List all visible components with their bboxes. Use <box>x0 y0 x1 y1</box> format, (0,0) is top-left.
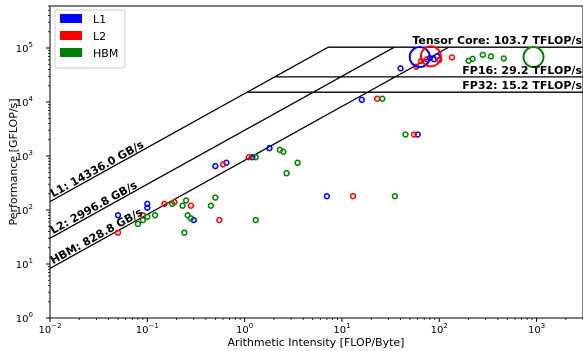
x-tick-label-2: 100 <box>236 322 253 336</box>
y-tick-label-0: 100 <box>16 311 33 325</box>
compute-roof-label-2: FP32: 15.2 TFLOP/s <box>462 79 582 92</box>
l2-point-2 <box>161 200 168 208</box>
data-point-layer <box>114 45 545 236</box>
hbm-point-20 <box>402 131 409 138</box>
y-tick-label-1: 101 <box>16 257 33 271</box>
l1-point-4 <box>212 162 219 170</box>
legend-swatch-l2 <box>60 31 82 40</box>
l1-point-0 <box>114 212 122 219</box>
hbm-point-2 <box>144 213 151 220</box>
hbm-point-3 <box>151 212 159 219</box>
bandwidth-roof-label-2: HBM: 828.8 GB/s <box>48 205 145 267</box>
hbm-point-12 <box>252 216 259 224</box>
l1-point-9 <box>358 96 366 103</box>
l1-point-7 <box>266 144 273 152</box>
legend-label-hbm: HBM <box>93 47 118 60</box>
hbm-point-1 <box>139 216 147 224</box>
compute-roof-label-0: Tensor Core: 103.7 TFLOP/s <box>412 34 582 47</box>
hbm-point-19 <box>391 193 399 200</box>
hbm-point-13 <box>252 154 259 161</box>
x-tick-label-1: 10−1 <box>136 322 159 336</box>
l1-point-1 <box>144 204 151 211</box>
hbm-point-15 <box>280 148 287 155</box>
hbm-highlight-point-0 <box>522 46 545 69</box>
hbm-point-17 <box>294 159 301 166</box>
hbm-point-0 <box>134 220 142 228</box>
l2-point-10 <box>410 131 418 138</box>
hbm-point-6 <box>181 229 188 236</box>
hbm-point-18 <box>379 95 386 102</box>
hbm-point-10 <box>212 194 219 201</box>
l2-point-15 <box>448 54 456 61</box>
y-axis-label: Performance [GFLOP/s] <box>7 98 20 225</box>
hbm-point-9 <box>187 215 195 222</box>
hbm-point-22 <box>469 55 476 63</box>
bandwidth-roof-line-1 <box>50 46 395 239</box>
hbm-point-7 <box>182 197 190 204</box>
x-tick-label-0: 10−2 <box>38 322 61 336</box>
l2-point-6 <box>219 161 227 168</box>
l2-point-4 <box>187 202 195 209</box>
l2-point-9 <box>373 95 381 102</box>
x-tick-label-5: 103 <box>528 322 545 336</box>
x-tick-label-3: 101 <box>333 322 350 336</box>
x-tick-label-4: 102 <box>431 322 448 336</box>
hbm-point-11 <box>207 202 215 209</box>
l2-highlight-point-2 <box>419 45 442 68</box>
y-tick-label-2: 102 <box>16 203 33 217</box>
bandwidth-roof-line-0 <box>50 46 329 203</box>
axis-tick-layer: 10−2 10−1 100 101 102 103 100 101 102 103 104 105 <box>16 5 583 336</box>
hbm-point-4 <box>168 200 176 208</box>
l1-point-11 <box>414 131 421 138</box>
compute-roof-label-1: FP16: 29.2 TFLOP/s <box>462 64 582 77</box>
l2-point-8 <box>349 193 357 200</box>
plot-frame <box>49 5 583 319</box>
hbm-point-25 <box>500 55 507 62</box>
legend-swatch-hbm <box>60 48 82 57</box>
l2-point-5 <box>216 216 223 224</box>
l2-point-7 <box>245 154 252 161</box>
hbm-point-23 <box>479 51 486 58</box>
legend-label-l1: L1 <box>93 13 106 26</box>
hbm-point-24 <box>487 53 495 60</box>
l1-point-6 <box>249 154 256 161</box>
l1-point-2 <box>144 200 151 208</box>
y-tick-label-4: 104 <box>16 95 34 109</box>
legend-label-l2: L2 <box>93 30 106 43</box>
hbm-point-8 <box>184 212 191 219</box>
l1-point-10 <box>397 65 404 72</box>
l2-point-0 <box>114 229 122 236</box>
hbm-point-5 <box>179 202 186 209</box>
hbm-point-16 <box>283 170 290 177</box>
y-tick-label-3: 103 <box>16 149 33 163</box>
legend: L1 L2 HBM <box>54 9 126 69</box>
l1-highlight-point-1 <box>408 46 431 69</box>
legend-swatch-l1 <box>60 14 82 23</box>
y-tick-label-5: 105 <box>16 41 33 55</box>
roof-label-layer: Tensor Core: 103.7 TFLOP/s FP16: 29.2 TFL… <box>48 34 582 267</box>
l1-point-8 <box>323 193 331 200</box>
x-axis-label: Arithmetic Intensity [FLOP/Byte] <box>228 336 405 349</box>
